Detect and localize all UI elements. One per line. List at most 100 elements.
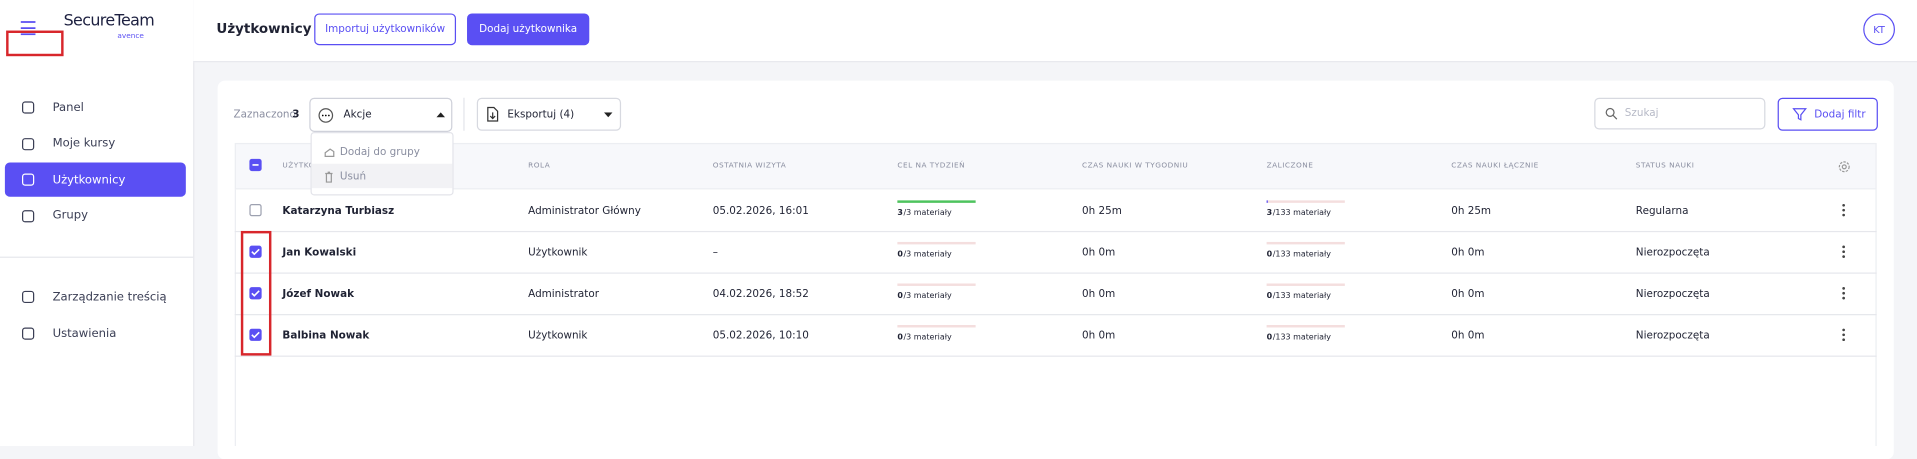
export-icon [487,106,499,122]
status: Nierozpoczęta [1635,329,1710,343]
week-time: 0h 0m [1081,329,1116,343]
kebab-icon [1842,287,1845,300]
user-name: Józef Nowak [282,288,355,301]
week-time: 0h 25m [1081,205,1122,218]
column-header: OSTATNIA WIZYTA [712,161,787,170]
menu-item[interactable]: Dodaj do grupy [339,146,420,159]
total-time: 0h 25m [1451,205,1492,218]
export-label: Eksportuj (4) [507,108,575,121]
row-menu[interactable] [1841,327,1846,342]
selected-label: Zaznaczono [233,108,296,121]
nav-item[interactable]: Moje kursy [5,126,186,160]
highlight-box [6,30,64,57]
search-placeholder: Szukaj [1624,107,1659,120]
column-header: CZAS NAUKI W TYGODNIU [1081,161,1189,170]
progress-label: /3 materiały [903,290,952,301]
column-header: CEL NA TYDZIEŃ [897,161,966,170]
actions-dropdown[interactable]: Akcje [309,97,453,132]
total-time: 0h 0m [1451,288,1485,301]
table-border [234,189,236,447]
role: Użytkownik [528,246,588,260]
progress-track [897,325,976,328]
total-time: 0h 0m [1451,329,1485,343]
progress-track [897,241,976,245]
nav-label: Ustawienia [52,326,117,341]
checkbox[interactable] [249,204,262,217]
status: Nierozpoczęta [1635,288,1710,301]
kebab-icon [1842,328,1845,342]
nav-icon [22,290,35,304]
user-name: Katarzyna Turbiasz [282,205,395,218]
progress-track [897,200,976,203]
progress-label: /133 materiały [1272,207,1332,218]
status: Regularna [1635,205,1689,218]
export-dropdown[interactable]: Eksportuj (4) [476,97,622,131]
column-header: CZAS NAUKI ŁĄCZNIE [1451,161,1539,170]
logo: SecureTeam [63,12,155,31]
logo-sub: avence [117,31,144,41]
divider [0,256,194,258]
import-button[interactable]: Importuj użytkowników [314,13,457,46]
progress-track [897,283,976,286]
check [251,248,260,256]
caret [603,112,613,118]
progress-done: 0 [897,332,903,343]
progress-bar [1266,200,1269,203]
progress-label: /133 materiały [1272,290,1332,301]
nav-label: Panel [52,100,84,115]
row-border [234,355,1877,357]
checkbox[interactable] [249,328,262,341]
nav-icon [22,137,35,150]
nav-label: Grupy [52,208,88,223]
nav-item[interactable]: Ustawienia [5,316,186,350]
role: Administrator [528,288,600,301]
nav-item[interactable]: Panel [5,90,186,124]
nav-icon [22,209,35,222]
search-box[interactable]: Szukaj [1594,97,1766,130]
nav-label: Zarządzanie treścią [52,290,167,304]
menu-icon[interactable] [20,21,37,36]
table-border [1875,189,1877,447]
progress-done: 0 [897,249,903,260]
column-header: UŻYTKOWNIK [282,161,337,170]
add-user-button[interactable]: Dodaj użytkownika [467,13,590,46]
column-header: ZALICZONE [1266,161,1314,170]
nav-item[interactable]: Zarządzanie treścią [5,280,186,314]
row-menu[interactable] [1841,244,1846,259]
add-filter-button[interactable]: Dodaj filtr [1777,97,1878,131]
check [252,164,259,166]
menu-hover [311,163,453,189]
progress-track [1266,325,1345,328]
nav-icon [22,173,35,186]
search-icon [1605,107,1618,120]
sidebar: SecureTeam avence Panel Moje kursy Użytkow… [0,0,195,447]
row-menu[interactable] [1841,286,1846,301]
table-header [234,142,1877,190]
nav-label: Moje kursy [52,136,116,151]
progress-track [1266,283,1345,286]
nav-icon [22,101,35,114]
caret [436,112,446,118]
avatar[interactable]: KT [1863,13,1895,46]
progress-label: /3 materiały [903,249,952,260]
menu-item[interactable]: Usuń [339,171,367,184]
progress-track [1266,241,1345,245]
settings-icon[interactable] [1838,160,1851,173]
progress-done: 0 [897,290,903,301]
row-border [234,230,1877,233]
status: Nierozpoczęta [1635,246,1710,260]
week-time: 0h 0m [1081,246,1116,260]
progress-bar [897,200,976,203]
checkbox[interactable] [249,287,262,300]
user-name: Jan Kowalski [282,246,357,260]
checkbox[interactable] [249,245,262,258]
group-icon [324,148,335,158]
filter-label: Dodaj filtr [1814,108,1866,121]
page-title: Użytkownicy [216,20,312,37]
nav-item[interactable]: Użytkownicy [4,162,186,197]
nav-item[interactable]: Grupy [5,199,186,233]
checkbox[interactable] [249,158,262,172]
row-menu[interactable] [1841,203,1846,218]
